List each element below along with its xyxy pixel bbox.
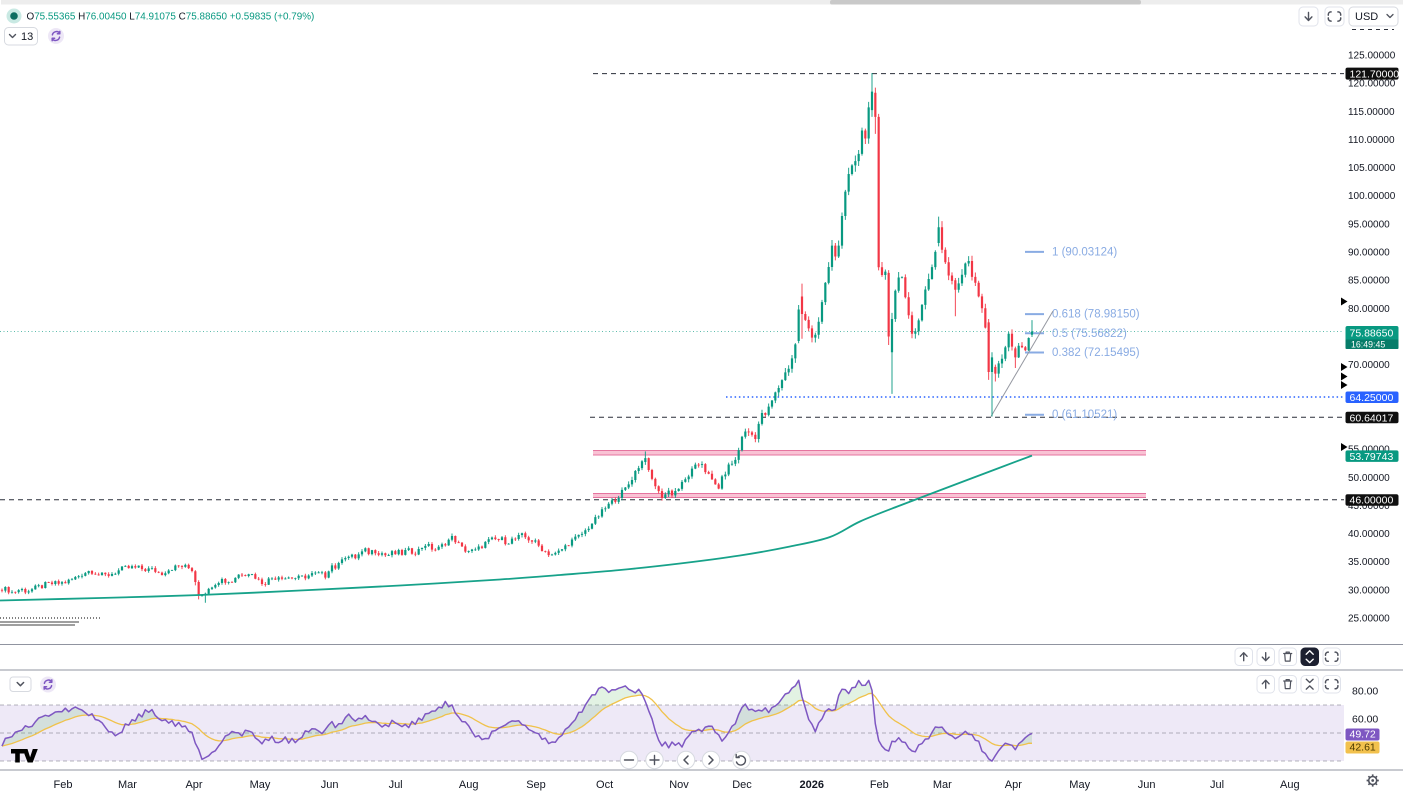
svg-text:125.00000: 125.00000 — [1348, 51, 1396, 62]
svg-text:110.00000: 110.00000 — [1348, 135, 1395, 146]
svg-text:85.00000: 85.00000 — [1348, 276, 1390, 287]
svg-text:0.618 (78.98150): 0.618 (78.98150) — [1052, 309, 1140, 321]
svg-text:60.00: 60.00 — [1352, 714, 1378, 726]
svg-text:80.00000: 80.00000 — [1348, 304, 1390, 315]
svg-text:55.00000: 55.00000 — [1348, 445, 1390, 456]
svg-text:Aug: Aug — [459, 779, 479, 791]
svg-text:Dec: Dec — [732, 779, 752, 791]
svg-text:Apr: Apr — [185, 779, 202, 791]
svg-text:90.00000: 90.00000 — [1348, 248, 1390, 259]
svg-text:70.00000: 70.00000 — [1348, 360, 1390, 371]
svg-text:0.382 (72.15495): 0.382 (72.15495) — [1052, 347, 1140, 359]
svg-text:75.88650: 75.88650 — [1350, 328, 1394, 340]
svg-text:May: May — [1069, 779, 1090, 791]
svg-text:Aug: Aug — [1280, 779, 1300, 791]
svg-text:46.00000: 46.00000 — [1350, 495, 1394, 507]
svg-text:35.00000: 35.00000 — [1348, 557, 1390, 568]
svg-text:13: 13 — [21, 31, 33, 43]
svg-text:60.64017: 60.64017 — [1350, 412, 1394, 424]
svg-text:May: May — [250, 779, 271, 791]
svg-text:2026: 2026 — [800, 779, 824, 791]
svg-text:64.25000: 64.25000 — [1350, 392, 1394, 404]
svg-text:Feb: Feb — [54, 779, 73, 791]
svg-text:Jul: Jul — [389, 779, 403, 791]
svg-text:120.00000: 120.00000 — [1348, 79, 1396, 90]
svg-text:Jun: Jun — [321, 779, 339, 791]
svg-text:USD: USD — [1355, 11, 1378, 23]
svg-text:Oct: Oct — [596, 779, 613, 791]
svg-text:80.00: 80.00 — [1352, 686, 1378, 698]
svg-text:16:49:45: 16:49:45 — [1351, 340, 1385, 350]
svg-text:Jul: Jul — [1210, 779, 1224, 791]
svg-text:0 (61.10521): 0 (61.10521) — [1052, 409, 1117, 421]
svg-text:49.72: 49.72 — [1350, 729, 1376, 741]
svg-text:25.00000: 25.00000 — [1348, 614, 1390, 625]
svg-text:30.00000: 30.00000 — [1348, 585, 1390, 596]
svg-text:0.5 (75.56822): 0.5 (75.56822) — [1052, 328, 1127, 340]
svg-text:53.79743: 53.79743 — [1350, 451, 1394, 463]
svg-text:O75.55365 H76.00450 L74.91075: O75.55365 H76.00450 L74.91075 C75.88650 … — [27, 12, 315, 23]
svg-text:Nov: Nov — [669, 779, 689, 791]
svg-text:Mar: Mar — [933, 779, 952, 791]
svg-text:Apr: Apr — [1005, 779, 1022, 791]
svg-text:Mar: Mar — [118, 779, 137, 791]
svg-text:Feb: Feb — [870, 779, 889, 791]
svg-text:50.00000: 50.00000 — [1348, 473, 1390, 484]
svg-text:121.70000: 121.70000 — [1350, 68, 1400, 80]
svg-text:45.00000: 45.00000 — [1348, 501, 1390, 512]
svg-text:115.00000: 115.00000 — [1348, 107, 1395, 118]
svg-text:1 (90.03124): 1 (90.03124) — [1052, 246, 1117, 258]
svg-text:100.00000: 100.00000 — [1348, 191, 1396, 202]
svg-text:95.00000: 95.00000 — [1348, 219, 1390, 230]
svg-text:42.61: 42.61 — [1350, 742, 1376, 754]
svg-text:40.00000: 40.00000 — [1348, 529, 1390, 540]
svg-text:105.00000: 105.00000 — [1348, 163, 1396, 174]
svg-text:Jun: Jun — [1138, 779, 1156, 791]
svg-text:Sep: Sep — [526, 779, 546, 791]
